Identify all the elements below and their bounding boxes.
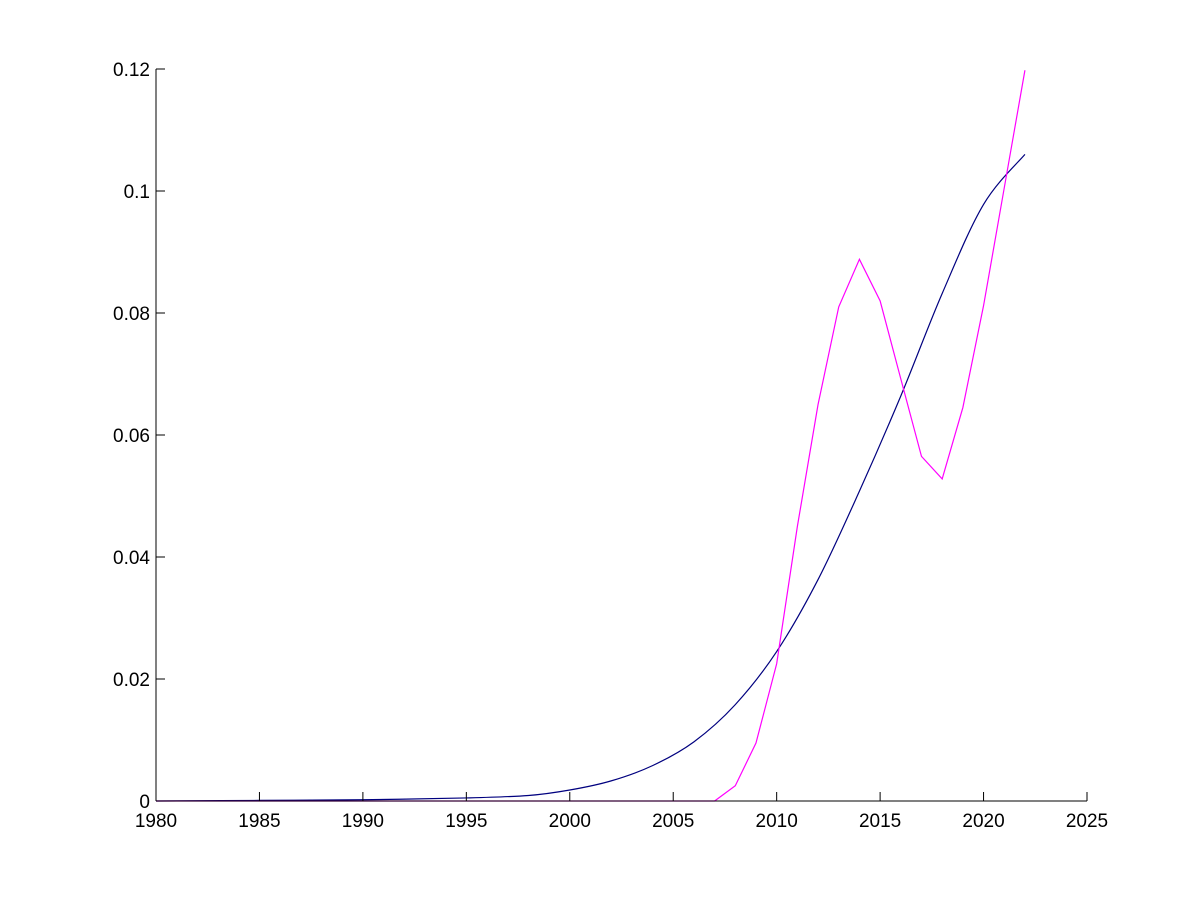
- x-tick-label: 2015: [859, 811, 901, 832]
- x-tick-label: 1995: [445, 811, 487, 832]
- x-tick-label: 2025: [1066, 811, 1108, 832]
- y-tick-label: 0.04: [113, 548, 150, 569]
- x-tick-label: 2020: [962, 811, 1004, 832]
- x-tick-label: 2000: [549, 811, 591, 832]
- y-tick-label: 0.12: [113, 60, 150, 81]
- series-layer: [155, 70, 1026, 802]
- x-tick-label: 1990: [342, 811, 384, 832]
- x-tick-label: 1980: [135, 811, 177, 832]
- y-tick-label: 0.08: [113, 304, 150, 325]
- y-tick-label: 0: [139, 792, 150, 813]
- y-tick-label: 0.06: [113, 426, 150, 447]
- y-tick-label: 0.1: [124, 182, 150, 203]
- series-line-2: [156, 70, 1026, 802]
- x-tick-label: 2010: [756, 811, 798, 832]
- axes: 1980 1985 1990 1995 2000 2005 2010 2015 2020 2025…: [113, 60, 1108, 832]
- x-tick-label: 2005: [652, 811, 694, 832]
- x-tick-label: 1985: [238, 811, 280, 832]
- series-line-1: [155, 154, 1026, 802]
- y-tick-label: 0.02: [113, 670, 150, 691]
